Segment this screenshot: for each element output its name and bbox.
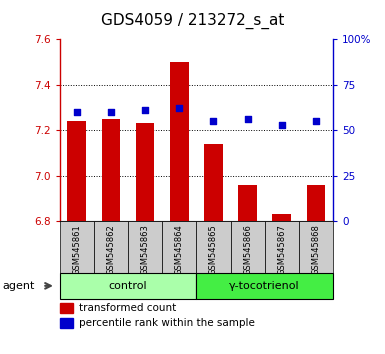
Text: GDS4059 / 213272_s_at: GDS4059 / 213272_s_at (101, 12, 284, 29)
Bar (170, 62, 189, 221)
Point (108, 109, 114, 115)
Point (313, 118, 319, 124)
Bar (102, 119, 121, 221)
FancyBboxPatch shape (128, 221, 162, 273)
Point (142, 107, 148, 113)
Text: GSM545866: GSM545866 (243, 224, 252, 275)
Bar (272, 215, 291, 221)
Bar (60, 303, 73, 313)
Point (176, 105, 182, 111)
Bar (67, 121, 86, 221)
Bar (136, 123, 154, 221)
Bar (306, 185, 325, 221)
FancyBboxPatch shape (299, 221, 333, 273)
Text: control: control (109, 281, 147, 291)
Text: GSM545861: GSM545861 (72, 224, 81, 275)
FancyBboxPatch shape (264, 221, 299, 273)
FancyBboxPatch shape (94, 221, 128, 273)
Point (210, 118, 216, 124)
FancyBboxPatch shape (196, 273, 333, 299)
FancyBboxPatch shape (162, 221, 196, 273)
Point (279, 122, 285, 127)
Bar (60, 318, 73, 328)
Text: GSM545863: GSM545863 (141, 224, 150, 275)
Text: GSM545868: GSM545868 (311, 224, 320, 275)
FancyBboxPatch shape (196, 221, 231, 273)
Text: GSM545862: GSM545862 (106, 224, 115, 275)
FancyBboxPatch shape (60, 273, 196, 299)
Text: transformed count: transformed count (79, 303, 176, 313)
Text: GSM545864: GSM545864 (175, 224, 184, 275)
Text: γ-tocotrienol: γ-tocotrienol (229, 281, 300, 291)
Point (74, 109, 80, 115)
Text: agent: agent (2, 281, 34, 291)
Bar (238, 185, 257, 221)
FancyBboxPatch shape (60, 221, 94, 273)
FancyBboxPatch shape (231, 221, 264, 273)
Text: GSM545865: GSM545865 (209, 224, 218, 275)
Bar (204, 144, 223, 221)
Text: GSM545867: GSM545867 (277, 224, 286, 275)
Text: percentile rank within the sample: percentile rank within the sample (79, 318, 255, 328)
Point (244, 116, 251, 122)
